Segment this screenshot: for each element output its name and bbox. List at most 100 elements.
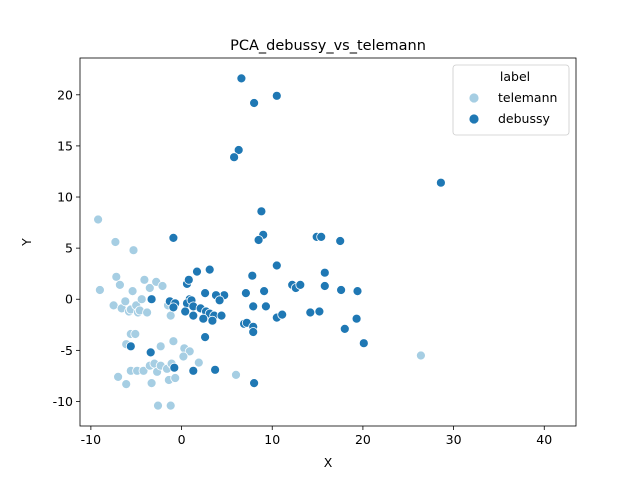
data-point-telemann <box>93 214 103 225</box>
y-tick-label: 0 <box>65 292 73 307</box>
data-point-debussy <box>247 270 258 281</box>
data-point-debussy <box>319 281 330 291</box>
data-point-telemann <box>130 329 141 339</box>
data-point-debussy <box>192 266 202 277</box>
data-point-telemann <box>111 271 122 282</box>
data-point-debussy <box>316 231 327 242</box>
chart-title: PCA_debussy_vs_telemann <box>230 38 426 54</box>
data-point-debussy <box>335 236 346 246</box>
data-point-debussy <box>248 301 259 312</box>
data-point-debussy <box>198 313 209 324</box>
data-point-debussy <box>249 98 260 108</box>
x-tick-label: 30 <box>446 432 462 447</box>
data-point-debussy <box>314 306 325 317</box>
data-point-debussy <box>168 302 179 313</box>
data-point-debussy <box>271 90 282 101</box>
y-tick-label: 20 <box>57 87 73 102</box>
data-point-telemann <box>136 294 147 305</box>
data-point-debussy <box>200 288 211 299</box>
data-point-debussy <box>188 365 199 376</box>
legend: label telemann debussy <box>452 64 570 136</box>
data-point-debussy <box>259 286 270 297</box>
data-point-debussy <box>260 301 271 312</box>
data-point-telemann <box>153 400 163 411</box>
y-tick-label: -10 <box>53 394 73 409</box>
data-point-debussy <box>236 73 247 84</box>
x-tick-label: 0 <box>178 432 186 447</box>
data-point-debussy <box>200 332 211 343</box>
data-point-telemann <box>178 351 189 362</box>
data-point-debussy <box>295 279 306 290</box>
legend-label-debussy: debussy <box>498 111 551 126</box>
y-axis-label: Y <box>19 238 34 247</box>
data-point-debussy <box>358 338 369 349</box>
data-point-telemann <box>231 369 241 380</box>
y-tick-label: 10 <box>57 190 73 205</box>
data-point-telemann <box>115 279 125 290</box>
data-point-debussy <box>183 274 194 285</box>
data-point-telemann <box>165 310 176 321</box>
data-point-debussy <box>336 285 347 295</box>
data-point-debussy <box>435 177 446 188</box>
data-point-debussy <box>145 347 156 358</box>
y-tick-label: 15 <box>57 138 73 153</box>
data-point-telemann <box>165 400 176 411</box>
data-point-debussy <box>248 327 259 337</box>
data-point-telemann <box>128 245 139 256</box>
data-point-debussy <box>125 341 136 352</box>
data-point-debussy <box>339 323 350 334</box>
data-point-debussy <box>271 260 282 271</box>
data-point-debussy <box>168 232 179 243</box>
legend-title: label <box>500 69 530 84</box>
data-point-telemann <box>146 378 157 389</box>
data-point-telemann <box>415 350 426 361</box>
data-point-debussy <box>169 362 180 373</box>
data-point-telemann <box>113 371 123 382</box>
data-point-debussy <box>305 307 316 318</box>
points-layer <box>93 73 446 411</box>
data-point-telemann <box>95 285 105 295</box>
data-point-telemann <box>170 373 181 383</box>
data-point-debussy <box>229 152 240 163</box>
plot-frame <box>79 57 577 427</box>
data-point-debussy <box>256 206 267 217</box>
data-point-telemann <box>127 286 138 297</box>
data-point-telemann <box>138 365 149 376</box>
legend-label-telemann: telemann <box>498 90 557 105</box>
data-point-telemann <box>120 296 131 307</box>
y-tick-label: 5 <box>65 241 73 256</box>
data-point-debussy <box>204 264 215 275</box>
legend-marker-telemann <box>468 92 480 104</box>
data-point-debussy <box>210 364 221 375</box>
data-point-telemann <box>155 341 166 352</box>
data-point-telemann <box>121 379 132 390</box>
data-point-telemann <box>139 274 150 285</box>
data-point-debussy <box>180 306 191 317</box>
data-point-debussy <box>214 295 225 306</box>
x-tick-label: 40 <box>536 432 552 447</box>
data-point-debussy <box>207 315 218 326</box>
data-point-telemann <box>142 307 153 318</box>
ticks-layer: -10 0 10 20 30 40 -10 -5 0 5 10 15 20 <box>53 87 553 447</box>
data-point-telemann <box>168 336 179 347</box>
data-point-debussy <box>240 288 251 299</box>
y-tick-label: -5 <box>61 343 73 358</box>
data-point-debussy <box>351 313 362 324</box>
data-point-debussy <box>277 309 288 320</box>
x-tick-label: 10 <box>264 432 280 447</box>
x-tick-label: -10 <box>81 432 101 447</box>
data-point-debussy <box>319 267 330 278</box>
data-point-telemann <box>144 283 155 293</box>
data-point-debussy <box>188 310 199 321</box>
data-point-telemann <box>110 237 121 247</box>
data-point-debussy <box>146 294 157 305</box>
x-axis-label: X <box>324 455 333 470</box>
data-point-debussy <box>233 145 244 155</box>
x-tick-label: 20 <box>355 432 371 447</box>
legend-marker-debussy <box>468 113 480 125</box>
data-point-telemann <box>184 346 195 357</box>
data-point-debussy <box>352 286 363 297</box>
data-point-telemann <box>193 357 204 368</box>
data-point-debussy <box>253 235 264 245</box>
data-point-debussy <box>249 378 260 389</box>
